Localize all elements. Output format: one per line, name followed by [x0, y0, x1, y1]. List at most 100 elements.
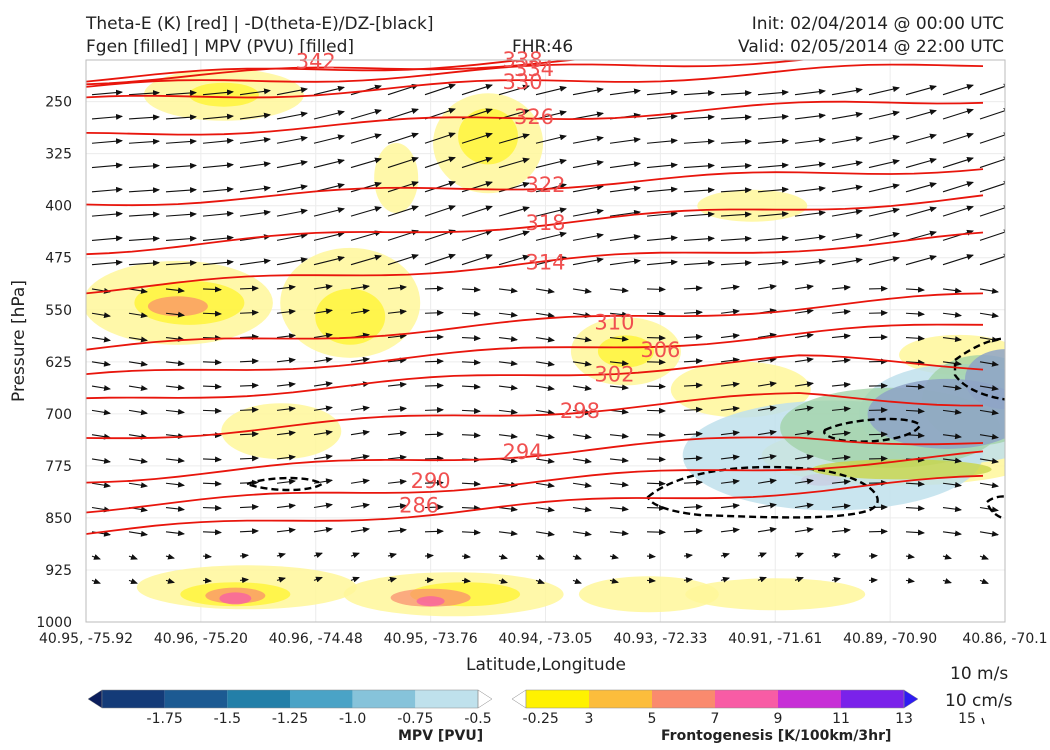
wind-vector [387, 576, 397, 583]
wind-vector [165, 287, 185, 294]
wind-vector [128, 211, 160, 218]
wind-vector [276, 257, 308, 266]
dthetae-dz-contour [243, 476, 325, 492]
theta-e-label: 298 [560, 399, 600, 423]
wind-vector [535, 134, 567, 144]
wind-vector [91, 433, 111, 440]
fgen-field [685, 578, 866, 611]
wind-vector [350, 157, 382, 169]
wind-vector [683, 382, 703, 389]
wind-vector [91, 211, 123, 218]
wind-vector [535, 457, 555, 464]
wind-vector [942, 336, 962, 343]
wind-vector [128, 187, 160, 194]
mpv-colorbar-tick-label: -0.25 [523, 711, 559, 727]
wind-vector [128, 260, 160, 267]
y-axis: 250 325 400 475 550 625 700 775 850 925 1000 [36, 95, 72, 631]
wind-vector [461, 310, 481, 317]
wind-vector [720, 576, 730, 583]
wind-vector [535, 554, 545, 560]
wind-vector [942, 506, 962, 513]
theta-e-labels: 342 3383343303263223183143103063022982942… [296, 48, 681, 517]
fgen-colorbar-tick-label: 3 [585, 711, 594, 727]
wind-vector [979, 578, 989, 585]
wind-vector [683, 259, 715, 266]
wind-vector [276, 111, 308, 120]
wind-vector [757, 429, 777, 436]
wind-vector [831, 309, 851, 315]
wind-vector [831, 454, 851, 461]
wind-vector [757, 162, 789, 169]
wind-vector [202, 553, 212, 560]
wind-vector [609, 335, 629, 342]
fgen-colorbar-cell [652, 690, 715, 708]
wind-vector [239, 382, 259, 389]
valid-time: Valid: 02/05/2014 @ 22:00 UTC [738, 37, 1004, 57]
wind-vector [350, 133, 382, 144]
wind-vector [572, 208, 604, 217]
wind-vector [535, 578, 545, 585]
wind-vector [720, 527, 740, 534]
wind-vector [979, 156, 1005, 169]
wind-vector [202, 310, 222, 317]
wind-vector [91, 578, 101, 585]
wind-vector [794, 552, 804, 559]
wind-vector [276, 478, 296, 485]
wind-vector [239, 333, 259, 340]
wind-vector [424, 577, 434, 584]
fgen-field [811, 459, 992, 480]
wind-vector [609, 234, 641, 241]
wind-vector [794, 478, 814, 485]
fgen-field [374, 142, 419, 213]
theta-e-contour [86, 292, 984, 351]
x-tick-label: 40.91, -71.61 [728, 631, 822, 647]
fgen-colorbar-cell [511, 689, 527, 709]
wind-vector [905, 286, 925, 293]
dthetae-dz-contour [985, 495, 1005, 521]
wind-vector [794, 88, 826, 96]
wind-vector [979, 457, 999, 464]
wind-vector [572, 257, 604, 266]
wind-vector [942, 481, 962, 488]
y-tick-label: 700 [45, 407, 72, 423]
dthetae-dz-contour [823, 417, 922, 443]
wind-vector [276, 232, 308, 241]
wind-vector [683, 114, 715, 121]
wind-vector [91, 385, 111, 392]
fgen-colorbar-title: Frontogenesis [K/100km/3hr] [661, 728, 892, 744]
wind-vector [165, 187, 197, 194]
wind-vector [757, 454, 777, 460]
theta-e-contour [86, 168, 984, 207]
wind-vector [350, 526, 370, 533]
wind-vector [128, 457, 148, 464]
wind-vector [313, 332, 333, 339]
wind-vector [461, 132, 493, 144]
wind-vector [609, 311, 629, 318]
wind-vector [609, 408, 629, 415]
fgen-field [219, 592, 252, 605]
wind-vector [905, 408, 925, 415]
wind-vector [387, 284, 407, 291]
wind-vector [609, 530, 629, 537]
y-tick-label: 775 [45, 459, 72, 475]
mpv-colorbar-cell [164, 690, 228, 708]
wind-vector [979, 253, 1005, 266]
wind-vector [609, 457, 629, 464]
wind-vector [276, 430, 296, 437]
wind-vector [202, 89, 234, 96]
fgen-field [315, 288, 386, 345]
wind-vector [720, 211, 752, 218]
wind-vector [683, 528, 703, 535]
wind-vector [868, 207, 900, 217]
wind-vector [387, 454, 407, 461]
wind-vector [646, 529, 666, 536]
theta-e-contour [86, 392, 984, 440]
wind-vector [350, 429, 370, 436]
fgen-colorbar-tick-label: 15 [958, 711, 976, 727]
wind-vector [683, 430, 703, 437]
wind-vector [276, 284, 296, 291]
wind-vector [535, 530, 555, 537]
wind-vector [683, 235, 715, 242]
x-axis: 40.95, -75.92 40.96, -75.20 40.96, -74.48 4… [39, 631, 1048, 647]
wind-vector [683, 162, 715, 169]
